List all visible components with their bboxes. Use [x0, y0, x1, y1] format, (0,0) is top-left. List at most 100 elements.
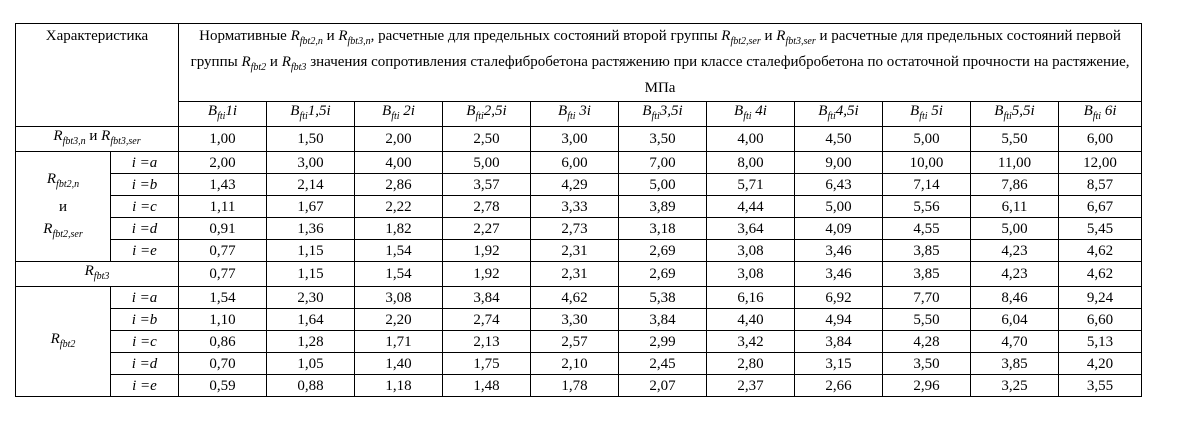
- value-cell: 1,71: [354, 330, 443, 353]
- value-cell: 1,82: [354, 217, 443, 240]
- value-cell: 4,00: [354, 151, 443, 174]
- value-cell: 4,55: [882, 217, 971, 240]
- class-header-cell: Bfti 5i: [882, 101, 971, 127]
- value-cell: 2,66: [794, 374, 883, 397]
- value-cell: 1,28: [266, 330, 355, 353]
- value-cell: 2,80: [706, 352, 795, 375]
- value-cell: 10,00: [882, 151, 971, 174]
- value-cell: 3,84: [794, 330, 883, 353]
- value-cell: 2,31: [530, 261, 619, 287]
- value-cell: 1,48: [442, 374, 531, 397]
- value-cell: 3,00: [530, 126, 619, 152]
- value-cell: 3,50: [618, 126, 707, 152]
- title-part-4: и: [760, 28, 777, 44]
- value-cell: 4,50: [794, 126, 883, 152]
- group-label-rfbt2: Rfbt2: [15, 286, 111, 397]
- value-cell: 0,70: [178, 352, 267, 375]
- value-cell: 6,00: [530, 151, 619, 174]
- value-cell: 5,50: [882, 308, 971, 331]
- value-cell: 4,62: [530, 286, 619, 309]
- value-cell: 0,77: [178, 239, 267, 262]
- value-cell: 9,24: [1057, 286, 1143, 309]
- table-row: i =e 0,59 0,88 1,18 1,48 1,78 2,07 2,37 2,66 2,96…: [16, 374, 1143, 397]
- symbol-rfbt2: Rfbt2: [241, 54, 267, 73]
- value-cell: 1,78: [530, 374, 619, 397]
- value-cell: 4,09: [794, 217, 883, 240]
- class-header-cell: Bfti1i: [178, 101, 267, 127]
- value-cell: 1,43: [178, 173, 267, 196]
- value-cell: 2,74: [442, 308, 531, 331]
- class-header-cell: Bfti3,5i: [618, 101, 707, 127]
- value-cell: 2,00: [354, 126, 443, 152]
- value-cell: 3,46: [794, 261, 883, 287]
- value-cell: 8,57: [1057, 173, 1143, 196]
- value-cell: 0,59: [178, 374, 267, 397]
- value-cell: 1,40: [354, 352, 443, 375]
- value-cell: 9,00: [794, 151, 883, 174]
- table-row: i =e 0,77 1,15 1,54 1,92 2,31 2,69 3,08 3,46 3,85…: [16, 239, 1143, 262]
- symbol-rfbt2n: Rfbt2,n: [290, 28, 323, 47]
- value-cell: 3,15: [794, 352, 883, 375]
- value-cell: 3,84: [442, 286, 531, 309]
- value-cell: 5,56: [882, 195, 971, 218]
- value-cell: 5,00: [442, 151, 531, 174]
- value-cell: 1,18: [354, 374, 443, 397]
- sub-label: i =c: [110, 195, 179, 218]
- value-cell: 5,00: [970, 217, 1059, 240]
- value-cell: 3,08: [354, 286, 443, 309]
- value-cell: 0,91: [178, 217, 267, 240]
- value-cell: 4,62: [1057, 261, 1143, 287]
- value-cell: 3,33: [530, 195, 619, 218]
- value-cell: 2,50: [442, 126, 531, 152]
- value-cell: 8,46: [970, 286, 1059, 309]
- row-rfbt3: Rfbt3 0,77 1,15 1,54 1,92 2,31 2,69 3,08 3,46 3,8…: [15, 261, 1143, 287]
- table-title: Нормативные Rfbt2,n и Rfbt3,n, расчетные…: [177, 23, 1143, 102]
- value-cell: 2,20: [354, 308, 443, 331]
- value-cell: 4,00: [706, 126, 795, 152]
- symbol-rfbt3: Rfbt3: [281, 54, 307, 73]
- value-cell: 5,00: [882, 126, 971, 152]
- value-cell: 3,46: [794, 239, 883, 262]
- value-cell: 1,92: [442, 239, 531, 262]
- value-cell: 4,28: [882, 330, 971, 353]
- sub-label: i =c: [110, 330, 179, 353]
- value-cell: 1,50: [266, 126, 355, 152]
- value-cell: 6,60: [1057, 308, 1143, 331]
- table-row: i =d 0,70 1,05 1,40 1,75 2,10 2,45 2,80 3,15 3,50…: [16, 352, 1143, 375]
- value-cell: 1,10: [178, 308, 267, 331]
- value-cell: 4,44: [706, 195, 795, 218]
- value-cell: 7,14: [882, 173, 971, 196]
- value-cell: 1,92: [442, 261, 531, 287]
- value-cell: 4,23: [970, 239, 1059, 262]
- value-cell: 5,13: [1057, 330, 1143, 353]
- value-cell: 6,16: [706, 286, 795, 309]
- value-cell: 1,54: [354, 239, 443, 262]
- value-cell: 3,85: [970, 352, 1059, 375]
- value-cell: 3,50: [882, 352, 971, 375]
- value-cell: 2,22: [354, 195, 443, 218]
- value-cell: 3,08: [706, 239, 795, 262]
- class-header-cell: Bfti 4i: [706, 101, 795, 127]
- sub-label: i =d: [110, 217, 179, 240]
- sub-label: i =b: [110, 173, 179, 196]
- value-cell: 3,89: [618, 195, 707, 218]
- value-cell: 2,14: [266, 173, 355, 196]
- table-row: i =b 1,10 1,64 2,20 2,74 3,30 3,84 4,40 4,94 5,50…: [16, 308, 1143, 331]
- value-cell: 7,00: [618, 151, 707, 174]
- sub-label: i =a: [110, 151, 179, 174]
- value-cell: 2,13: [442, 330, 531, 353]
- sub-label: i =b: [110, 308, 179, 331]
- value-cell: 7,70: [882, 286, 971, 309]
- value-cell: 3,85: [882, 239, 971, 262]
- resistance-table: Характеристика Нормативные Rfbt2,n и Rfb…: [15, 23, 1143, 397]
- value-cell: 1,15: [266, 239, 355, 262]
- title-part-6: и: [266, 54, 282, 70]
- value-cell: 1,05: [266, 352, 355, 375]
- value-cell: 3,84: [618, 308, 707, 331]
- table-row: Rfbt2 i =a 1,54 2,30 3,08 3,84 4,62 5,38 6,16 6,9…: [15, 286, 1143, 397]
- value-cell: 2,27: [442, 217, 531, 240]
- value-cell: 4,62: [1057, 239, 1143, 262]
- value-cell: 2,45: [618, 352, 707, 375]
- sub-label: i =e: [110, 239, 179, 262]
- value-cell: 6,92: [794, 286, 883, 309]
